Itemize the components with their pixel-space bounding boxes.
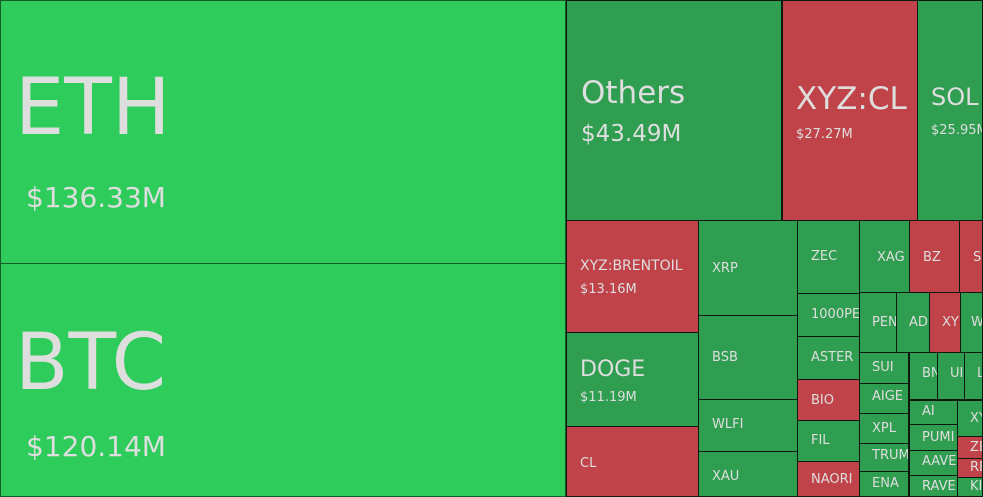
tile-label: 1000PE [811,307,860,322]
treemap-tile-xy[interactable]: XY [929,292,961,353]
treemap-tile-aige[interactable]: AIGE [859,383,909,414]
tile-label: ENA [872,476,899,491]
treemap-tile-cl[interactable]: CL [566,426,699,497]
tile-label: W [971,315,983,330]
tile-label: DOGE [580,357,646,382]
treemap-tile-ki[interactable]: KI [957,477,983,497]
treemap-tile-wlfi[interactable]: WLFI [698,399,799,452]
tile-value: $136.33M [26,181,166,214]
treemap-tile-s[interactable]: S [959,220,983,293]
treemap-tile-xy[interactable]: XY [957,400,983,437]
treemap-tile-bn[interactable]: BN [909,352,938,400]
treemap-tile-doge[interactable]: DOGE $11.19M [566,332,699,427]
tile-value: $43.49M [581,121,682,147]
tile-value: $13.16M [580,282,637,297]
tile-label: ASTER [811,350,854,365]
tile-label: XY [942,315,959,330]
treemap-tile-aster[interactable]: ASTER [797,336,860,380]
tile-label: XAU [712,469,740,484]
treemap-tile-ena[interactable]: ENA [859,471,909,497]
tile-label: CL [580,456,597,471]
tile-label: BN [922,366,937,381]
tile-label: UI [950,366,964,381]
treemap-tile-ad[interactable]: AD [896,292,930,353]
tile-label: XY [970,411,982,426]
tile-label: FIL [811,433,830,448]
treemap-tile-bsb[interactable]: BSB [698,315,799,400]
tile-value: $11.19M [580,390,637,405]
treemap-tile-eth[interactable]: ETH $136.33M [0,0,566,264]
tile-label: AIGE [872,389,904,404]
treemap-tile-others[interactable]: Others $43.49M [566,0,782,221]
treemap-tile-rave[interactable]: RAVE [909,475,958,497]
treemap-tile-xpl[interactable]: XPL [859,413,909,444]
tile-label: BSB [712,350,738,365]
tile-value: $120.14M [26,430,166,463]
tile-label: XYZ:BRENTOIL [580,258,683,274]
treemap-tile-xag[interactable]: XAG [859,220,910,293]
tile-label: AI [922,404,935,419]
treemap-tile-re[interactable]: RE [957,458,983,478]
treemap-tile-trum[interactable]: TRUM [859,443,909,472]
tile-label: PUMI [922,430,955,445]
treemap-tile-naori[interactable]: NAORI [797,461,860,497]
tile-label: XRP [712,261,738,276]
tile-label: NAORI [811,472,853,487]
treemap-tile-pumi[interactable]: PUMI [909,424,958,451]
treemap-tile-sui[interactable]: SUI [859,352,909,384]
treemap-tile-btc[interactable]: BTC $120.14M [0,263,566,497]
tile-label: ZE [970,440,982,455]
tile-label: XYZ:CL [796,81,907,117]
treemap-tile-pen[interactable]: PEN [859,292,897,353]
treemap-tile-l[interactable]: L [964,352,983,400]
tile-label: AD [909,315,928,330]
treemap-tile-ai[interactable]: AI [909,400,958,425]
tile-label: PEN [872,315,897,330]
treemap-tile-bio[interactable]: BIO [797,379,860,421]
treemap-tile-sol[interactable]: SOL $25.95M [917,0,983,221]
tile-label: L [977,366,982,381]
treemap-tile-aave[interactable]: AAVE [909,450,958,476]
tile-label: XAG [877,250,905,265]
treemap-tile-xyz-brentoil[interactable]: XYZ:BRENTOIL $13.16M [566,220,699,333]
tile-label: RE [970,460,982,475]
treemap-tile-ze[interactable]: ZE [957,436,983,459]
treemap-tile-bz[interactable]: BZ [909,220,960,293]
tile-value: $25.95M [931,123,983,138]
tile-label: XPL [872,421,896,436]
tile-label: WLFI [712,417,744,432]
tile-label: TRUM [872,448,909,463]
treemap-tile-fil[interactable]: FIL [797,420,860,462]
tile-label: RAVE [922,479,956,494]
treemap-tile-ui[interactable]: UI [937,352,965,400]
tile-label: ETH [15,63,171,153]
tile-label: ZEC [811,249,838,264]
tile-label: SUI [872,360,894,375]
tile-label: KI [970,479,983,494]
treemap-tile-1000pe[interactable]: 1000PE [797,293,860,337]
tile-value: $27.27M [796,127,853,142]
tile-label: Others [581,75,686,111]
tile-label: BZ [923,250,941,265]
tile-label: BTC [15,318,167,408]
tile-label: BIO [811,393,834,408]
treemap-tile-xau[interactable]: XAU [698,451,799,497]
treemap-tile-xyz-cl[interactable]: XYZ:CL $27.27M [782,0,918,221]
tile-label: S [973,250,982,265]
tile-label: AAVE [922,454,957,469]
tile-label: SOL [931,83,979,111]
treemap-tile-zec[interactable]: ZEC [797,220,860,294]
treemap-tile-w[interactable]: W [960,292,983,353]
treemap-tile-xrp[interactable]: XRP [698,220,799,316]
